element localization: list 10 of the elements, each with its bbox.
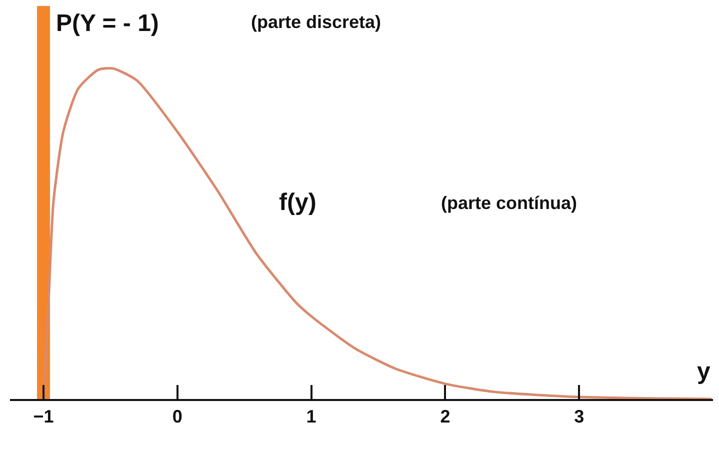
series-label: P(Y = - 1) [56,10,159,37]
x-tick-label: −1 [33,406,54,427]
x-tick-label: 3 [574,406,584,427]
series-label: f(y) [279,189,316,216]
x-tick-label: 1 [306,406,316,427]
x-axis-title: y [697,358,711,385]
x-tick-label: 0 [172,406,182,427]
annotation: (parte discreta) [251,12,382,32]
annotation: (parte contínua) [441,193,578,213]
x-tick-label: 2 [440,406,450,427]
